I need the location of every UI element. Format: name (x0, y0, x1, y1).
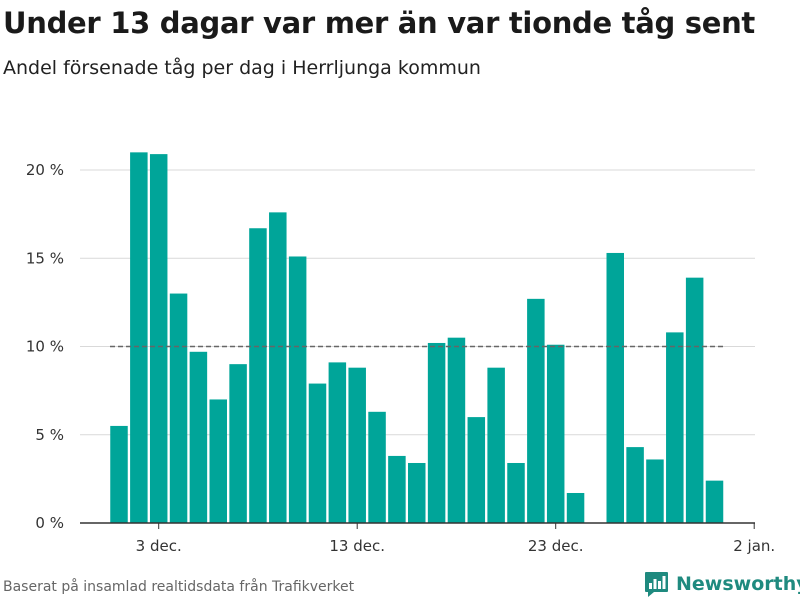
bar (149, 154, 168, 524)
x-axis: 3 dec. 13 dec. 23 dec. 2 jan. (80, 522, 775, 555)
bars (110, 152, 724, 524)
x-tick-label: 2 jan. (733, 537, 775, 555)
source-note: Baserat på insamlad realtidsdata från Tr… (3, 579, 355, 595)
bar (169, 293, 188, 523)
bar (408, 462, 426, 523)
y-tick-label: 15 % (26, 249, 64, 267)
brand-logo[interactable]: Newsworthy (644, 569, 800, 599)
bar (527, 298, 545, 523)
bar (606, 252, 624, 523)
bar (249, 228, 267, 523)
bar (566, 492, 585, 523)
bar (328, 362, 347, 523)
x-tick-label: 23 dec. (528, 537, 584, 555)
bar (348, 367, 366, 523)
chart-subtitle: Andel försenade tåg per dag i Herrljunga… (3, 57, 481, 79)
y-tick-label: 0 % (35, 514, 64, 532)
bar (388, 455, 406, 523)
bar (507, 462, 525, 523)
bar (209, 399, 227, 523)
bar (626, 447, 644, 523)
bar (646, 459, 664, 523)
bar (130, 152, 148, 523)
chart-title: Under 13 dagar var mer än var tionde tåg… (3, 6, 755, 40)
y-tick-label: 5 % (35, 426, 64, 444)
x-tick-label: 13 dec. (329, 537, 385, 555)
bar (427, 342, 446, 523)
bar (487, 367, 505, 523)
bar (308, 383, 327, 523)
y-axis-labels: 0 % 5 % 10 % 15 % 20 % (26, 161, 64, 532)
bar (705, 480, 724, 523)
y-tick-label: 10 % (26, 338, 64, 356)
bar (189, 351, 208, 523)
bar (269, 212, 287, 524)
bar (666, 332, 684, 523)
bar (467, 417, 486, 523)
y-tick-label: 20 % (26, 161, 64, 179)
bar (288, 256, 307, 523)
bar (447, 337, 466, 523)
newsworthy-logo-icon (645, 571, 668, 597)
bar (546, 344, 565, 523)
bar (685, 277, 704, 523)
brand-name: Newsworthy (676, 573, 800, 595)
bar (229, 364, 247, 523)
bar (110, 425, 128, 523)
bar (368, 411, 386, 523)
x-tick-label: 3 dec. (136, 537, 182, 555)
